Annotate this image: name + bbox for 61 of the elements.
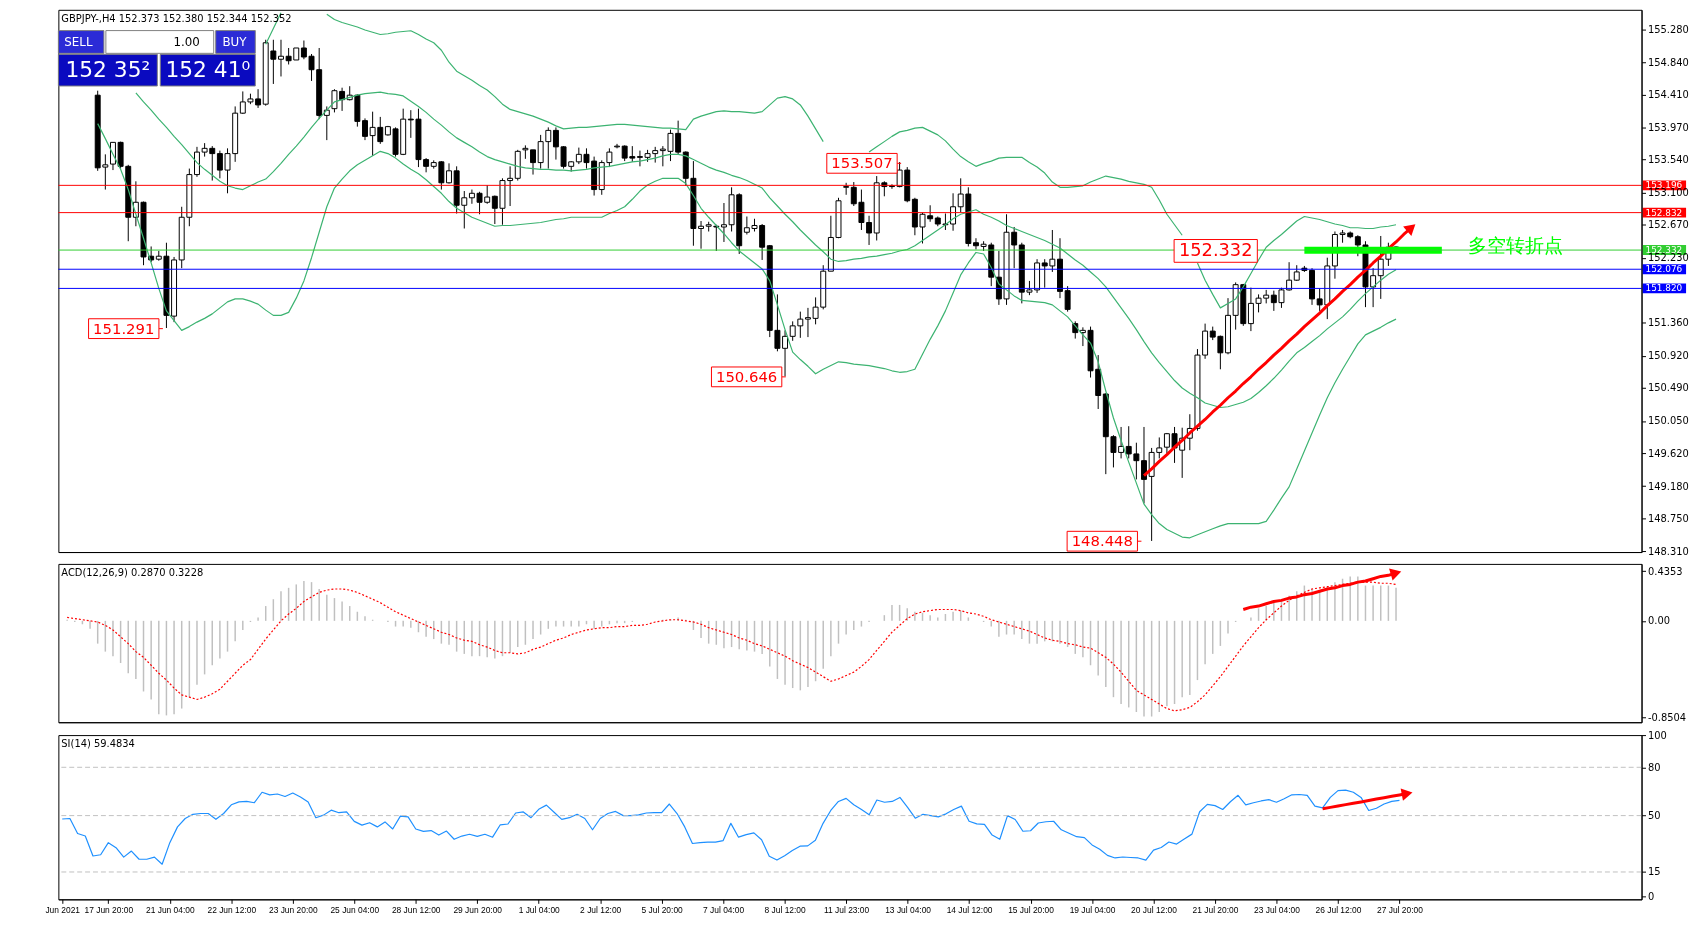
x-tick-label: 29 Jun 20:00: [453, 904, 503, 915]
chart-title: ACD(12,26,9) 0.2870 0.3228: [61, 566, 204, 578]
y-tick-label: 100: [1647, 729, 1667, 741]
annotation: BUY: [222, 35, 248, 50]
y-tick-label: 155.280: [1647, 23, 1689, 35]
y-tick-label: 149.620: [1647, 447, 1689, 459]
annotation: 151.291: [93, 319, 155, 337]
x-tick-label: 27 Jul 20:00: [1377, 904, 1424, 915]
annotation: 152 35²: [65, 57, 151, 83]
annotation: 多空转折点: [1468, 234, 1564, 256]
x-tick-label: 21 Jul 20:00: [1192, 904, 1239, 915]
annotation: 152 41⁰: [165, 57, 251, 83]
y-tick-label: 151.360: [1647, 317, 1689, 329]
y-tick-label: 153.540: [1647, 154, 1689, 166]
x-tick-label: 26 Jul 12:00: [1315, 904, 1362, 915]
ref-line-label: 152.832: [1645, 207, 1683, 218]
x-tick-label: 20 Jul 12:00: [1131, 904, 1178, 915]
x-tick-label: 23 Jul 04:00: [1254, 904, 1301, 915]
annotation: SELL: [64, 35, 93, 50]
ref-line-label: 152.076: [1645, 264, 1683, 275]
x-tick-label: 2 Jul 12:00: [580, 904, 622, 915]
annotation: 152.332: [1178, 238, 1253, 260]
x-tick-label: 14 Jul 12:00: [946, 904, 993, 915]
y-tick-label: 148.310: [1647, 545, 1689, 557]
annotation: 153.507: [831, 154, 893, 172]
y-tick-label: 153.970: [1647, 121, 1689, 133]
x-tick-label: 22 Jun 12:00: [207, 904, 257, 915]
x-tick-label: 17 Jun 20:00: [84, 904, 134, 915]
y-tick-label: 0.4353: [1647, 565, 1683, 577]
x-tick-label: 19 Jul 04:00: [1069, 904, 1116, 915]
y-tick-label: 15: [1647, 866, 1661, 878]
y-tick-label: 0: [1647, 890, 1655, 902]
annotation: 1.00: [173, 35, 200, 50]
x-tick-label: 23 Jun 20:00: [268, 904, 318, 915]
x-tick-label: 28 Jun 12:00: [391, 904, 441, 915]
annotation: 150.646: [715, 367, 778, 385]
ref-line-label: 151.820: [1645, 283, 1683, 294]
y-tick-label: 149.180: [1647, 480, 1689, 492]
y-tick-label: 80: [1647, 761, 1661, 773]
y-tick-label: 50: [1647, 810, 1661, 822]
x-tick-label: 8 Jul 12:00: [764, 904, 807, 915]
y-tick-label: 154.410: [1647, 88, 1689, 100]
chart-title: SI(14) 59.4834: [61, 737, 135, 749]
x-tick-label: 15 Jul 20:00: [1008, 904, 1055, 915]
y-tick-label: 148.750: [1647, 512, 1689, 524]
y-tick-label: 150.490: [1647, 382, 1689, 394]
annotation: 148.448: [1071, 532, 1133, 550]
x-tick-label: 25 Jun 04:00: [330, 904, 380, 915]
x-tick-label: 21 Jun 04:00: [146, 904, 195, 915]
x-tick-label: Jun 2021: [45, 904, 81, 915]
x-tick-label: 13 Jul 04:00: [885, 904, 932, 915]
x-tick-label: 5 Jul 20:00: [641, 904, 684, 915]
y-tick-label: 0.00: [1647, 615, 1670, 627]
x-tick-label: 11 Jul 23:00: [824, 904, 870, 915]
y-tick-label: 150.050: [1647, 415, 1689, 427]
x-tick-label: 7 Jul 04:00: [703, 904, 745, 915]
y-tick-label: -0.8504: [1647, 712, 1687, 724]
y-tick-label: 154.840: [1647, 56, 1689, 68]
y-tick-label: 150.920: [1647, 350, 1689, 362]
x-tick-label: 1 Jul 04:00: [518, 904, 561, 915]
y-tick-label: 152.670: [1647, 219, 1689, 231]
